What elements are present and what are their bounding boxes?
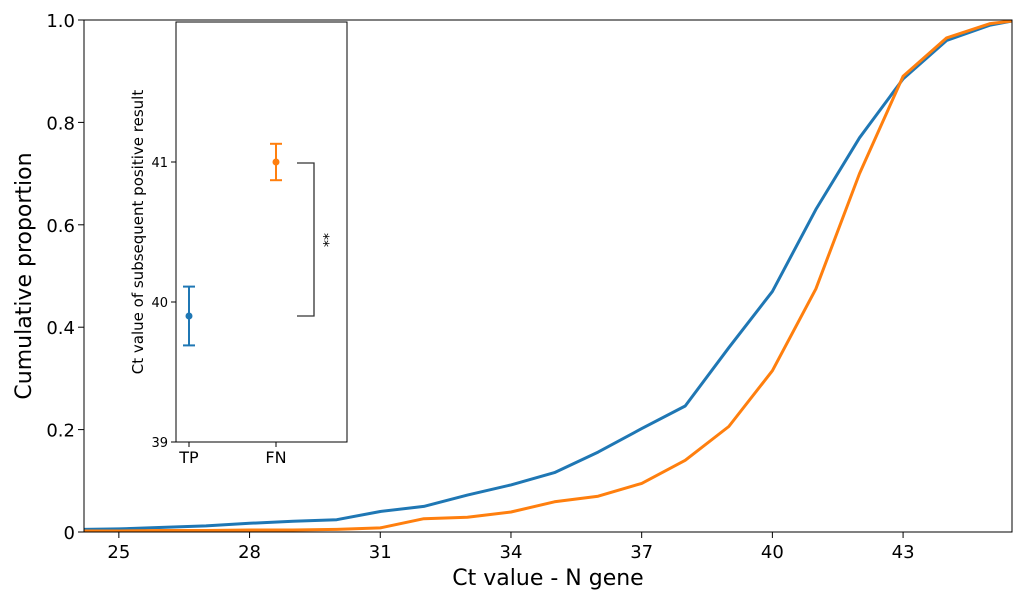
series-line-2 — [84, 19, 1013, 533]
inset-background — [176, 22, 347, 442]
main-x-axis-label: Ct value - N gene — [452, 566, 643, 591]
y-tick-label: 0.4 — [46, 318, 75, 339]
y-tick-label: 0.2 — [46, 421, 75, 442]
y-tick-label: 0.6 — [46, 216, 75, 237]
main-y-axis-ticks: 0 0.2 0.4 0.6 0.8 1.0 — [46, 11, 84, 544]
errorbar-fn — [270, 142, 282, 182]
inset-y-axis-ticks: 39 40 41 — [151, 156, 176, 451]
errorbar-point — [185, 312, 193, 320]
inset-y-tick-label: 40 — [151, 296, 168, 311]
inset-y-tick-label: 39 — [151, 436, 168, 451]
main-cdf-chart: 25 28 31 34 37 40 43 0 0.2 0.4 0.6 0.8 1.0 Ct value… — [12, 11, 1013, 591]
main-plot-frame — [83, 19, 1013, 533]
y-tick-label: 0 — [64, 523, 75, 544]
inset-y-tick-label: 41 — [151, 156, 168, 171]
y-tick-label: 1.0 — [46, 11, 75, 32]
main-series-lines — [83, 19, 1013, 533]
significance-annotation: ** — [315, 233, 331, 247]
inset-errorbar-chart: 39 40 41 TP FN ** Ct value of subsequent po… — [129, 21, 348, 467]
main-x-axis-ticks: 25 28 31 34 37 40 43 — [107, 532, 915, 563]
main-y-axis-label: Cumulative proportion — [12, 152, 37, 399]
errorbar-point — [272, 158, 280, 166]
inset-x-axis-ticks: TP FN — [178, 442, 287, 467]
errorbar-tp — [183, 285, 195, 347]
y-tick-label: 0.8 — [46, 113, 75, 134]
x-tick-label: 34 — [500, 542, 523, 563]
x-tick-label: 43 — [892, 542, 915, 563]
inset-points — [183, 142, 282, 347]
x-tick-label: 37 — [630, 542, 653, 563]
inset-x-tick-label: FN — [265, 448, 286, 467]
x-tick-label: 25 — [107, 542, 130, 563]
x-tick-label: 40 — [761, 542, 784, 563]
inset-x-tick-label: TP — [178, 448, 199, 467]
x-tick-label: 31 — [369, 542, 392, 563]
series-line-1 — [83, 19, 1013, 531]
inset-plot-frame — [175, 21, 348, 443]
x-tick-label: 28 — [238, 542, 261, 563]
significance-bracket — [297, 162, 315, 317]
inset-y-axis-label: Ct value of subsequent positive result — [129, 90, 147, 375]
